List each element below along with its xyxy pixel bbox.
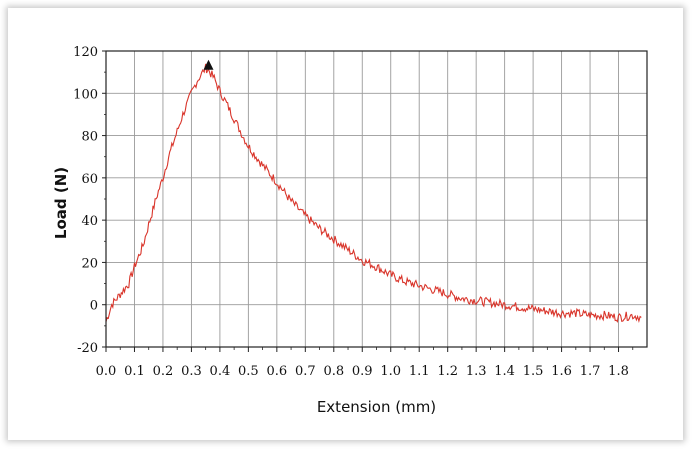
x-tick-label: 1.0 [380, 364, 401, 379]
x-tick-label: 0.6 [266, 364, 287, 379]
x-tick-label: 0.7 [295, 364, 316, 379]
x-tick-label: 0.0 [96, 364, 117, 379]
x-tick-label: 0.8 [323, 364, 344, 379]
x-tick-label: 0.1 [124, 364, 145, 379]
x-tick-label: 1.5 [523, 364, 544, 379]
x-tick-label: 0.5 [238, 364, 259, 379]
x-tick-label: 0.2 [153, 364, 174, 379]
x-tick-label: 1.3 [466, 364, 487, 379]
x-tick-label: 0.9 [352, 364, 373, 379]
x-tick-label: 1.8 [608, 364, 629, 379]
grid-lines [106, 51, 647, 347]
x-tick-label: 1.6 [551, 364, 572, 379]
y-tick-label: 40 [81, 214, 98, 229]
y-tick-label: 60 [81, 172, 98, 187]
y-tick-label: 0 [90, 299, 98, 314]
peak-marker [203, 59, 214, 70]
x-tick-label: 1.1 [409, 364, 430, 379]
x-tick-label: 1.7 [580, 364, 601, 379]
x-tick-label: 0.4 [210, 364, 231, 379]
plot-border [105, 50, 648, 348]
x-tick-label: 1.2 [437, 364, 458, 379]
x-tick-marks [105, 347, 634, 352]
y-tick-label: 80 [81, 130, 98, 145]
y-tick-label: 100 [73, 87, 98, 102]
y-tick-labels: -20 0 20 40 60 80 100 120 [73, 45, 98, 356]
y-tick-label: 120 [73, 45, 98, 60]
load-series-line [105, 63, 642, 324]
x-axis-title: Extension (mm) [317, 398, 436, 416]
x-tick-labels: 0.0 0.1 0.2 0.3 0.4 0.5 0.6 0.7 0.8 0.9 1.0 1.1 1.2 1… [96, 364, 629, 379]
x-tick-label: 1.4 [494, 364, 515, 379]
y-axis-title: Load (N) [52, 167, 70, 239]
x-tick-label: 0.3 [181, 364, 202, 379]
y-tick-label: -20 [77, 341, 98, 356]
chart-frame [8, 8, 683, 440]
y-tick-label: 20 [81, 256, 98, 271]
